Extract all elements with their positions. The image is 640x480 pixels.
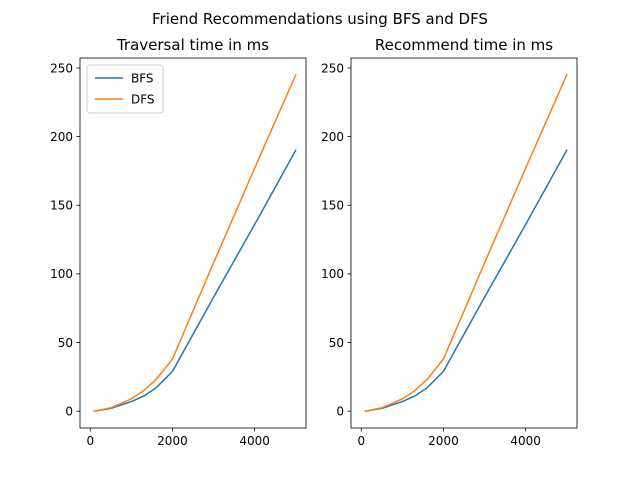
x-tick-label: 0	[357, 434, 365, 448]
y-tick-label: 100	[50, 267, 73, 281]
axes-title: Recommend time in ms	[375, 36, 553, 54]
y-tick-label: 150	[321, 199, 344, 213]
y-tick-label: 200	[321, 130, 344, 144]
y-tick-label: 0	[336, 404, 344, 418]
legend-label-bfs: BFS	[131, 71, 154, 85]
y-tick-label: 200	[50, 130, 73, 144]
axes-frame	[350, 57, 578, 429]
y-tick-label: 50	[58, 336, 73, 350]
y-tick-label: 250	[321, 61, 344, 75]
y-tick-label: 100	[321, 267, 344, 281]
y-tick-label: 250	[50, 61, 73, 75]
x-tick-label: 0	[86, 434, 94, 448]
subplot-traversal: Traversal time in ms 0 2000 4000 0 50 100 150 20…	[50, 36, 307, 448]
figure-title: Friend Recommendations using BFS and DFS	[152, 10, 488, 28]
series-line-bfs	[364, 149, 568, 413]
legend-box	[86, 64, 164, 114]
legend-label-dfs: DFS	[131, 92, 155, 106]
x-tick-label: 4000	[239, 434, 270, 448]
axes-frame	[79, 57, 307, 429]
series-line-dfs	[364, 73, 568, 413]
y-tick-label: 150	[50, 199, 73, 213]
x-tick-label: 4000	[510, 434, 541, 448]
series-line-bfs	[93, 149, 297, 413]
x-tick-label: 2000	[157, 434, 188, 448]
legend: BFS DFS	[86, 64, 164, 114]
series-line-dfs	[93, 73, 297, 413]
x-tick-label: 2000	[428, 434, 459, 448]
subplot-recommend: Recommend time in ms 0 2000 4000 0 50 100 150 20…	[321, 36, 578, 448]
axes-title: Traversal time in ms	[116, 36, 269, 54]
y-tick-label: 50	[329, 336, 344, 350]
y-tick-label: 0	[65, 404, 73, 418]
